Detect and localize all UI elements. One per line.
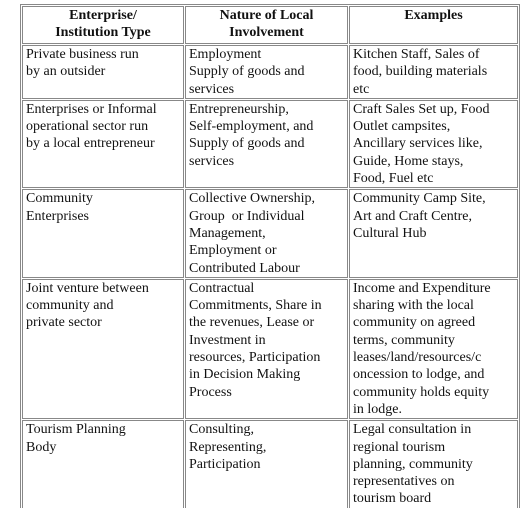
table-row: Tourism Planning Body Consulting, Represent… (22, 420, 518, 508)
cell-line: terms, community (353, 332, 455, 348)
cell-line: Cultural Hub (353, 225, 427, 241)
cell-line: Tourism Planning (26, 422, 126, 438)
cell-line: planning, community (353, 456, 473, 472)
table-row: Enterprises or Informal operational secto… (22, 99, 518, 189)
cell-line: Institution Type (55, 25, 151, 41)
cell-line: Entrepreneurship, (189, 101, 289, 117)
cell-line: Kitchen Staff, Sales of (353, 47, 480, 62)
table-cell: Employment Supply of goods and services (185, 45, 348, 99)
cell-line: Group or Individual (189, 208, 305, 224)
table-cell: Entrepreneurship, Self-employment, and Sup… (185, 99, 348, 189)
cell-line: Investment in (189, 332, 266, 348)
table-cell: Income and Expenditure sharing with the l… (349, 278, 518, 420)
cell-line: Body (26, 439, 57, 455)
cell-line: the revenues, Lease or (189, 315, 315, 331)
table-cell: Community Enterprises (22, 189, 184, 278)
cell-line: resources, Participation (189, 350, 321, 366)
cell-line: services (189, 153, 235, 169)
table-cell: Kitchen Staff, Sales of food, building ma… (349, 45, 518, 99)
cell-line: by a local entrepreneur (26, 136, 155, 152)
cell-line: oncession to lodge, and (353, 367, 485, 383)
cell-line: Involvement (229, 25, 304, 41)
header-cell: Nature of Local Involvement (185, 6, 348, 44)
table-row: Private business run by an outsider Employ… (22, 45, 518, 99)
cell-line: Representing, (189, 439, 267, 455)
header-row: Enterprise/Institution Type Nature of Loc… (22, 6, 518, 44)
cell-line: Employment (189, 47, 262, 62)
table-cell: Craft Sales Set up, Food Outlet campsites… (349, 99, 518, 189)
cell-line: operational sector run (26, 119, 149, 135)
cell-line: community on agreed (353, 315, 476, 331)
cell-line: Process (189, 384, 232, 400)
cell-line: representatives on (353, 474, 455, 490)
cell-line: community and (26, 298, 114, 314)
cell-line: Private business run (26, 47, 139, 62)
table-cell: Legal consultation in regional tourism pla… (349, 420, 518, 508)
cell-line: in Decision Making (189, 367, 301, 383)
table-cell: Enterprises or Informal operational secto… (22, 99, 184, 189)
cell-line: Contractual (189, 280, 255, 296)
cell-line: Joint venture between (26, 280, 149, 296)
table-row: Community Enterprises Collective Ownership… (22, 189, 518, 278)
cell-line: services (189, 81, 235, 97)
cell-line: Contributed Labour (189, 260, 300, 276)
cell-line: Ancillary services like, (353, 136, 483, 152)
cell-line: Consulting, (189, 422, 254, 438)
cell-line: tourism board (353, 491, 432, 507)
cell-line: Collective Ownership, (189, 191, 315, 207)
cell-line: Food, Fuel etc (353, 171, 434, 187)
header-cell: Examples (349, 6, 518, 44)
cell-line: Nature of Local (219, 8, 314, 23)
cell-line: Community (26, 191, 93, 207)
cell-line: Supply of goods and (189, 136, 305, 152)
table: Enterprise/Institution Type Nature of Loc… (20, 4, 520, 508)
cell-line: etc (353, 81, 370, 97)
cell-line: Self-employment, and (189, 119, 314, 135)
table-row: Joint venture between community and privat… (22, 278, 518, 420)
cell-line: Outlet campsites, (353, 119, 451, 135)
cell-line: Enterprises (26, 208, 89, 224)
cell-line: Examples (404, 8, 463, 23)
cell-line: Management, (189, 225, 266, 241)
table-cell: Consulting, Representing, Participation (185, 420, 348, 508)
cell-line: Income and Expenditure (353, 280, 491, 296)
cell-line: Community Camp Site, (353, 191, 486, 207)
header-cell: Enterprise/Institution Type (22, 6, 184, 44)
cell-line: sharing with the local (353, 298, 474, 314)
table-cell: Joint venture between community and privat… (22, 278, 184, 420)
cell-line: Supply of goods and (189, 64, 305, 80)
cell-line: Enterprises or Informal (26, 101, 157, 117)
cell-line: Enterprise/ (69, 8, 137, 23)
cell-line: food, building materials (353, 64, 488, 80)
cell-line: Employment or (189, 243, 277, 259)
cell-line: in lodge. (353, 401, 402, 417)
cell-line: by an outsider (26, 64, 106, 80)
table-cell: Tourism Planning Body (22, 420, 184, 508)
cell-line: Legal consultation in (353, 422, 472, 438)
cell-line: Guide, Home stays, (353, 153, 464, 169)
table-cell: Collective Ownership, Group or Individual… (185, 189, 348, 278)
cell-line: Commitments, Share in (189, 298, 322, 314)
cell-line: leases/land/resources/c (353, 350, 482, 366)
table-cell: Private business run by an outsider (22, 45, 184, 99)
cell-line: private sector (26, 315, 102, 331)
cell-line: community holds equity (353, 384, 490, 400)
table-cell: Community Camp Site, Art and Craft Centre… (349, 189, 518, 278)
cell-line: Art and Craft Centre, (353, 208, 472, 224)
table-cell: Contractual Commitments, Share in the reve… (185, 278, 348, 420)
cell-line: regional tourism (353, 439, 446, 455)
cell-line: Craft Sales Set up, Food (353, 101, 490, 117)
cell-line: Participation (189, 456, 261, 472)
